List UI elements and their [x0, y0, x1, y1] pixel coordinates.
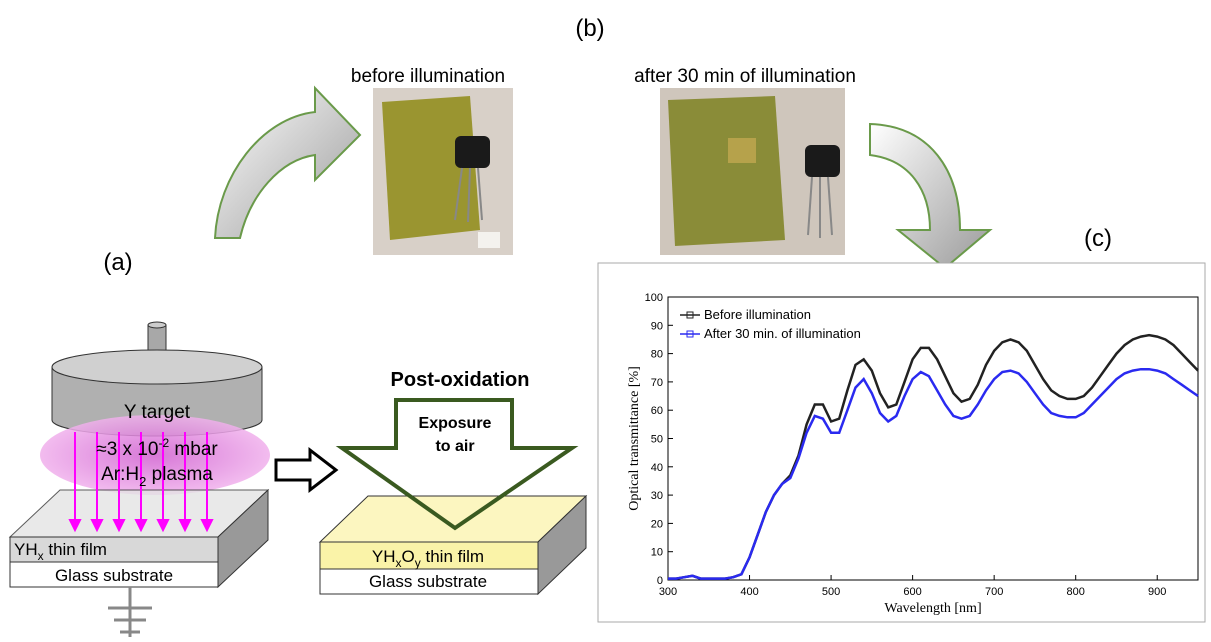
x-tick-label: 300: [659, 586, 677, 598]
curved-arrow: [215, 88, 360, 238]
text-part: plasma: [146, 464, 213, 485]
exposure-label: Exposure: [419, 415, 492, 432]
x-tick-label: 600: [903, 586, 921, 598]
y-tick-label: 60: [651, 405, 663, 417]
oxidation-title: Post-oxidation: [391, 369, 530, 391]
text-part: thin film: [421, 547, 484, 566]
y-tick-label: 70: [651, 377, 663, 389]
x-tick-label: 400: [740, 586, 758, 598]
photo-caption: after 30 min of illumination: [634, 66, 856, 87]
y-tick-label: 80: [651, 349, 663, 361]
text-part: O: [402, 547, 415, 566]
x-tick-label: 900: [1148, 586, 1166, 598]
y-tick-label: 20: [651, 518, 663, 530]
page: (b) (a) (c) before illumination after 30…: [0, 0, 1211, 642]
photo-caption: before illumination: [351, 66, 505, 87]
y-tick-label: 90: [651, 320, 663, 332]
curved-arrow: [870, 124, 990, 268]
y-tick-label: 10: [651, 547, 663, 559]
exposure-label: to air: [435, 438, 474, 455]
text-part: YH: [372, 547, 396, 566]
subscript: 2: [139, 474, 146, 489]
x-tick-label: 700: [985, 586, 1003, 598]
process-arrow: [276, 450, 336, 490]
substrate-label: Glass substrate: [369, 572, 487, 591]
x-tick-label: 800: [1067, 586, 1085, 598]
superscript: -2: [158, 436, 169, 450]
panel-label: (b): [575, 15, 604, 42]
y-axis-label: Optical transmittance [%]: [627, 366, 642, 511]
text-part: ≈3 x 10: [96, 439, 158, 460]
photo-before: [373, 88, 513, 255]
target-label: Y target: [124, 402, 191, 423]
y-tick-label: 40: [651, 462, 663, 474]
text-part: mbar: [169, 439, 218, 460]
x-axis-label: Wavelength [nm]: [884, 601, 981, 616]
photo-after: [660, 88, 845, 255]
y-tick-label: 50: [651, 434, 663, 446]
substrate-label: Glass substrate: [55, 566, 173, 585]
ground-symbol: [108, 587, 152, 637]
pressure-label: ≈3 x 10-2 mbar: [96, 436, 218, 460]
y-tick-label: 30: [651, 490, 663, 502]
text-part: Ar:H: [101, 464, 139, 485]
text-part: thin film: [44, 540, 107, 559]
chart-frame: [598, 263, 1205, 622]
panel-label: (c): [1084, 225, 1112, 252]
figure: (b) (a) (c) before illumination after 30…: [0, 0, 1211, 637]
text-part: YH: [14, 540, 38, 559]
legend-label: After 30 min. of illumination: [704, 326, 861, 341]
y-tick-label: 100: [645, 292, 663, 304]
x-tick-label: 500: [822, 586, 840, 598]
panel-label: (a): [103, 249, 132, 276]
legend-label: Before illumination: [704, 307, 811, 322]
